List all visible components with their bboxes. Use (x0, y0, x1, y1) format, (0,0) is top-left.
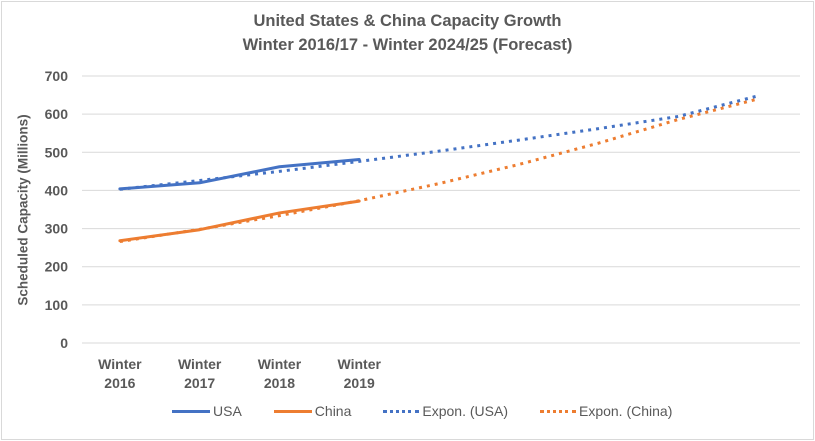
y-tick-label: 0 (60, 335, 68, 351)
legend-item-usa: USA (172, 403, 242, 419)
x-tick-label: 2019 (344, 375, 375, 391)
x-tick-label: 2018 (264, 375, 295, 391)
x-tick-label: 2017 (184, 375, 215, 391)
x-tick-label: Winter (338, 356, 382, 372)
y-tick-label: 400 (45, 182, 69, 198)
legend-item-expon-usa: Expon. (USA) (383, 403, 508, 419)
legend-label-expon-china: Expon. (China) (578, 403, 673, 419)
legend-swatch-expon-china (539, 409, 576, 413)
y-tick-label: 700 (45, 68, 69, 84)
y-tick-label: 600 (45, 106, 69, 122)
x-tick-label: Winter (98, 356, 142, 372)
y-tick-label: 300 (45, 221, 69, 237)
legend-swatch-expon-usa (383, 409, 420, 413)
chart-subtitle: Winter 2016/17 - Winter 2024/25 (Forecas… (242, 36, 573, 54)
legend: USA China Expon. (USA) Expon. (China) (172, 403, 704, 419)
legend-item-expon-china: Expon. (China) (539, 403, 673, 419)
y-tick-label: 500 (45, 144, 69, 160)
chart-title: United States & China Capacity Growth (253, 12, 562, 30)
y-tick-label: 100 (45, 297, 69, 313)
series-line-usa (118, 158, 361, 191)
x-tick-label: Winter (178, 356, 222, 372)
legend-label-usa: USA (213, 403, 242, 419)
series-line-china (118, 199, 361, 243)
x-tick-label: Winter (258, 356, 302, 372)
legend-label-china: China (314, 403, 352, 419)
series-line-expon-china (119, 97, 759, 244)
legend-swatch-usa (172, 409, 210, 413)
x-tick-label: 2016 (104, 375, 135, 391)
legend-swatch-china (273, 409, 312, 413)
legend-item-china: China (273, 403, 352, 419)
series-line-expon-usa (119, 94, 759, 191)
legend-label-expon-usa: Expon. (USA) (422, 403, 508, 419)
y-tick-label: 200 (45, 259, 69, 275)
